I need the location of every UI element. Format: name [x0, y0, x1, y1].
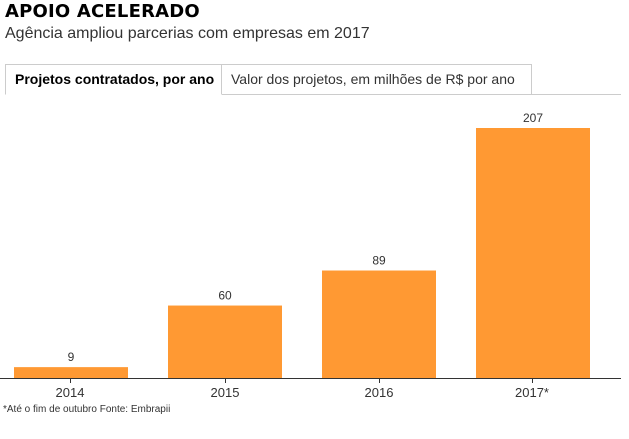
tab-bar-rule — [532, 94, 621, 95]
x-tick-label-2015: 2015 — [211, 385, 240, 400]
tab-projetos-contratados[interactable]: Projetos contratados, por ano — [5, 64, 222, 95]
tab-bar: Projetos contratados, por ano Valor dos … — [5, 64, 532, 95]
bar-2016[interactable] — [322, 270, 436, 378]
chart-title: APOIO ACELERADO — [5, 1, 200, 22]
x-tick-label-2014: 2014 — [56, 385, 85, 400]
bar-chart: 9 60 89 207 2014 2015 2016 2017* — [0, 111, 621, 400]
data-label-2016: 89 — [372, 254, 386, 268]
bar-2014[interactable] — [14, 367, 128, 378]
x-tick-label-2017: 2017* — [515, 385, 549, 400]
bar-2015[interactable] — [168, 305, 282, 378]
bar-2017[interactable] — [476, 128, 590, 378]
chart-subtitle: Agência ampliou parcerias com empresas e… — [5, 25, 370, 42]
data-label-2017: 207 — [523, 111, 543, 125]
x-tick-label-2016: 2016 — [365, 385, 394, 400]
tab-valor-dos-projetos[interactable]: Valor dos projetos, em milhões de R$ por… — [222, 64, 532, 95]
footnote: *Até o fim de outubro Fonte: Embrapii — [3, 404, 171, 415]
data-label-2015: 60 — [218, 289, 232, 303]
data-label-2014: 9 — [68, 350, 75, 364]
